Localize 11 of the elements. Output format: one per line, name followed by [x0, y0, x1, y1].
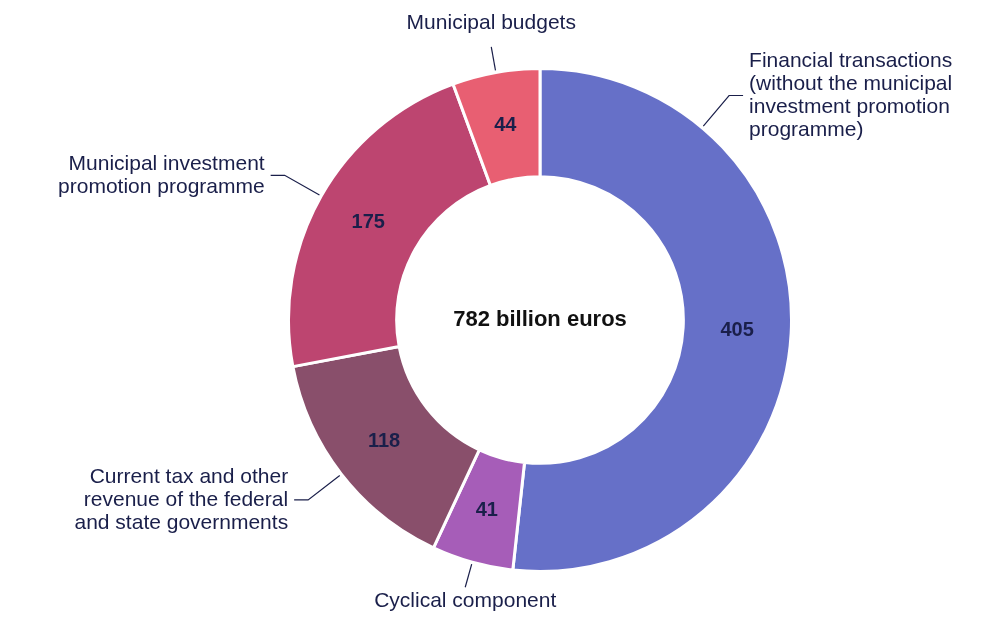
data-label: 175	[351, 210, 385, 233]
slice-label: Current tax and other revenue of the federal and state governments	[74, 463, 289, 533]
slice-label: Financial transactions (without the municipal investment promotion programme)	[749, 47, 953, 140]
slice-label: Cyclical component	[374, 588, 557, 612]
data-label: 118	[367, 428, 401, 451]
data-label: 405	[720, 318, 754, 341]
data-label: 44	[494, 113, 518, 136]
slice-label: Municipal investment promotion programme	[58, 150, 265, 197]
data-label: 41	[475, 497, 498, 520]
slice-label: Municipal budgets	[406, 10, 576, 34]
text: 782 billion euros	[453, 306, 627, 332]
